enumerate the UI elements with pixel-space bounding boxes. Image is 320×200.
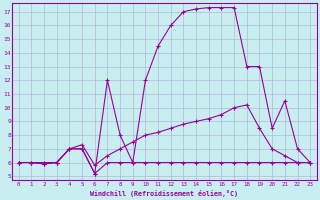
X-axis label: Windchill (Refroidissement éolien,°C): Windchill (Refroidissement éolien,°C) — [91, 190, 238, 197]
